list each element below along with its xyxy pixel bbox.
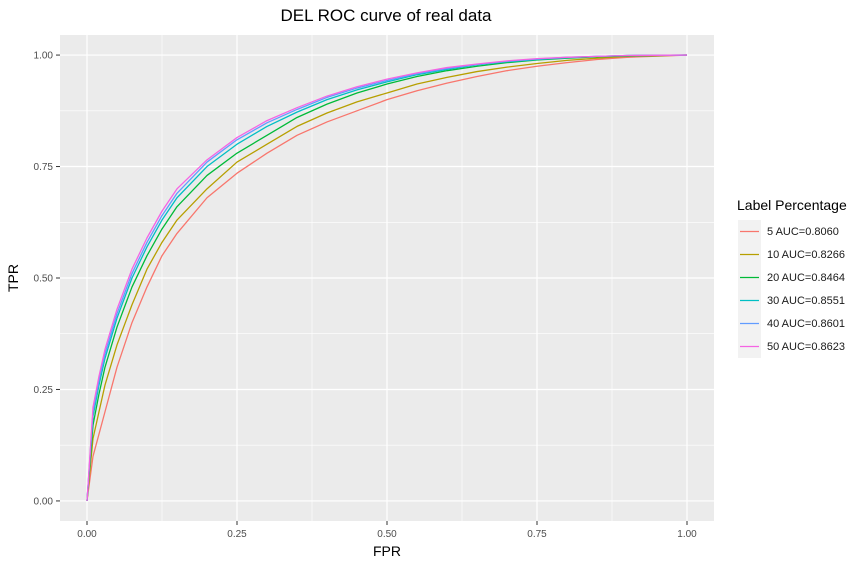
series-line: [86, 54, 688, 502]
y-tick-label: 0.25: [34, 385, 54, 396]
legend-label: 40 AUC=0.8601: [767, 318, 845, 330]
x-tick-label: 0.75: [527, 529, 547, 540]
x-axis-ticks: 0.00 0.25 0.50 0.75 1.00: [77, 521, 697, 540]
legend-items: 5 AUC=0.8060 10 AUC=0.8266 20 AUC=0.8464 30…: [738, 220, 845, 358]
series-lines: [86, 54, 688, 502]
x-axis-title: FPR: [373, 543, 401, 559]
x-tick-label: 0.25: [227, 529, 247, 540]
y-tick-label: 0.00: [34, 496, 54, 507]
y-tick-label: 1.00: [34, 51, 54, 62]
y-tick-label: 0.50: [34, 274, 54, 285]
series-line: [86, 54, 688, 502]
legend: Label Percentage 5 AUC=0.8060 10 AUC=0.82…: [737, 197, 847, 358]
x-tick-label: 1.00: [677, 529, 697, 540]
legend-label: 50 AUC=0.8623: [767, 341, 845, 353]
y-axis-title: TPR: [5, 264, 21, 292]
x-tick-label: 0.50: [377, 529, 397, 540]
legend-label: 10 AUC=0.8266: [767, 249, 845, 261]
y-axis-ticks: 0.00 0.25 0.50 0.75 1.00: [34, 51, 60, 507]
y-tick-label: 0.75: [34, 162, 54, 173]
major-gridlines: [60, 35, 714, 521]
chart-title: DEL ROC curve of real data: [280, 6, 492, 25]
legend-label: 5 AUC=0.8060: [767, 226, 839, 238]
legend-title: Label Percentage: [737, 197, 847, 213]
series-line: [86, 54, 688, 501]
legend-label: 20 AUC=0.8464: [767, 272, 845, 284]
legend-label: 30 AUC=0.8551: [767, 295, 845, 307]
x-tick-label: 0.00: [77, 529, 97, 540]
